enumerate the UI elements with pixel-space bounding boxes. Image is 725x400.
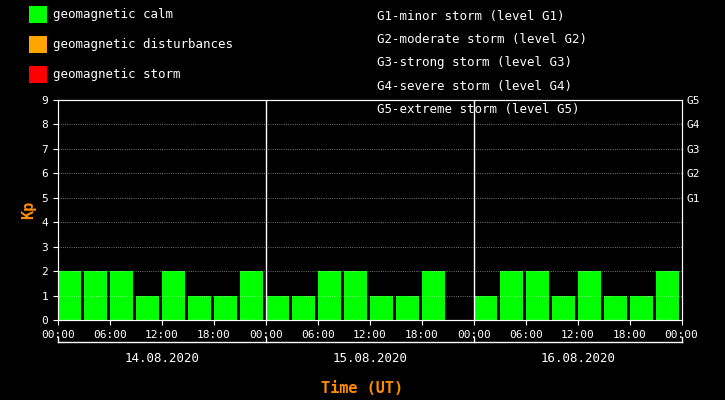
Bar xyxy=(552,296,575,320)
Text: G5-extreme storm (level G5): G5-extreme storm (level G5) xyxy=(377,103,579,116)
Bar xyxy=(29,6,47,23)
Bar xyxy=(578,271,601,320)
Bar xyxy=(396,296,419,320)
Bar xyxy=(58,271,81,320)
Text: G2-moderate storm (level G2): G2-moderate storm (level G2) xyxy=(377,33,587,46)
Bar xyxy=(603,296,627,320)
Bar xyxy=(500,271,523,320)
Text: 14.08.2020: 14.08.2020 xyxy=(125,352,199,365)
Text: 15.08.2020: 15.08.2020 xyxy=(332,352,407,365)
Bar xyxy=(84,271,107,320)
Bar xyxy=(526,271,549,320)
Bar xyxy=(266,296,289,320)
Bar xyxy=(110,271,133,320)
Bar xyxy=(214,296,237,320)
Bar xyxy=(655,271,679,320)
Bar xyxy=(370,296,393,320)
Text: Time (UT): Time (UT) xyxy=(321,381,404,396)
Bar xyxy=(240,271,263,320)
Text: 16.08.2020: 16.08.2020 xyxy=(540,352,615,365)
Text: G4-severe storm (level G4): G4-severe storm (level G4) xyxy=(377,80,572,93)
Bar xyxy=(29,66,47,83)
Text: geomagnetic storm: geomagnetic storm xyxy=(53,68,181,81)
Bar xyxy=(188,296,211,320)
Y-axis label: Kp: Kp xyxy=(21,201,36,219)
Bar xyxy=(291,296,315,320)
Bar xyxy=(344,271,367,320)
Bar xyxy=(473,296,497,320)
Bar xyxy=(162,271,186,320)
Text: G3-strong storm (level G3): G3-strong storm (level G3) xyxy=(377,56,572,69)
Bar xyxy=(318,271,341,320)
Text: G1-minor storm (level G1): G1-minor storm (level G1) xyxy=(377,10,565,23)
Bar xyxy=(629,296,653,320)
Bar xyxy=(422,271,445,320)
Bar xyxy=(136,296,160,320)
Bar xyxy=(29,36,47,53)
Text: geomagnetic calm: geomagnetic calm xyxy=(53,8,173,21)
Text: geomagnetic disturbances: geomagnetic disturbances xyxy=(53,38,233,51)
